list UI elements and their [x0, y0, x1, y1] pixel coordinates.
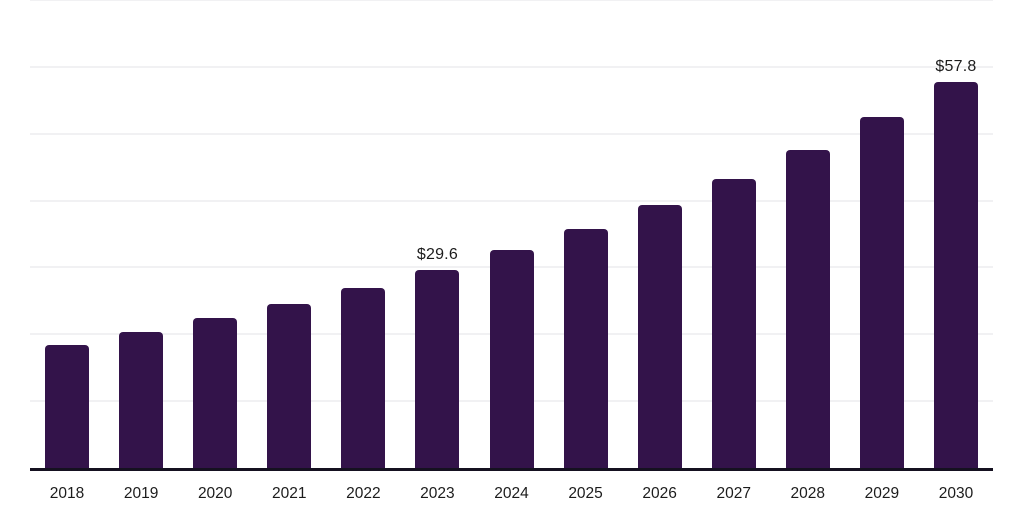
x-tick-label-2030: 2030	[938, 485, 974, 502]
plot-area: $29.6 $57.8	[30, 0, 993, 471]
x-axis-line	[30, 468, 993, 471]
gridline	[30, 199, 993, 202]
x-tick-label-2019: 2019	[123, 485, 159, 502]
bar-2019	[119, 332, 164, 468]
x-tick-label-2021: 2021	[272, 485, 307, 502]
data-label-2023: $29.6	[416, 246, 458, 264]
x-tick-label-2025: 2025	[568, 485, 603, 502]
x-tick-label-2018: 2018	[49, 485, 85, 502]
gridline	[30, 0, 993, 1]
bar-2029	[859, 117, 904, 468]
bar-2020	[193, 318, 238, 468]
x-tick-label-2026: 2026	[642, 485, 677, 502]
data-label-2030: $57.8	[935, 57, 977, 75]
bar-2022	[341, 288, 386, 468]
x-tick-label-2029: 2029	[864, 485, 900, 502]
x-tick-label-2028: 2028	[790, 485, 826, 502]
x-tick-label-2024: 2024	[494, 485, 529, 502]
bar-2018	[45, 344, 90, 468]
bar-2021	[267, 304, 312, 468]
bar-2025	[563, 229, 608, 468]
gridline	[30, 132, 993, 135]
x-tick-label-2023: 2023	[420, 485, 455, 502]
x-tick-label-2022: 2022	[346, 485, 381, 502]
bar-2023	[415, 270, 460, 468]
bar-2026	[637, 205, 682, 468]
bar-2027	[711, 179, 756, 468]
bar-2030	[933, 81, 978, 468]
gridline	[30, 65, 993, 68]
bar-2028	[785, 149, 830, 468]
x-tick-label-2020: 2020	[197, 485, 233, 502]
bar-2024	[489, 250, 534, 468]
x-tick-label-2027: 2027	[716, 485, 751, 502]
